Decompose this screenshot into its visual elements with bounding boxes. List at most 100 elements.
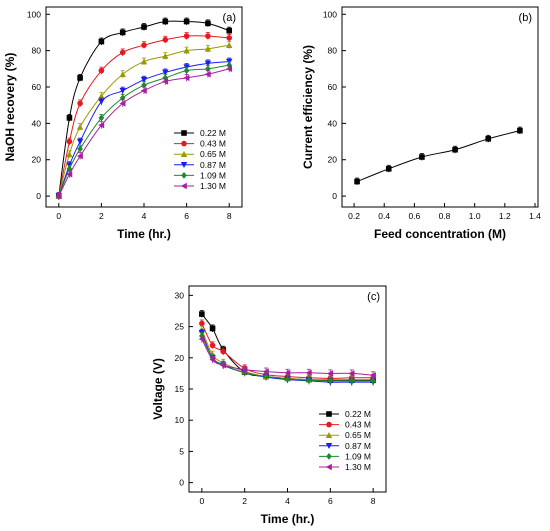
data-series <box>198 335 376 379</box>
data-point <box>77 145 83 153</box>
y-tick-label: 15 <box>175 384 185 394</box>
data-point <box>209 356 216 363</box>
data-point <box>199 320 205 327</box>
x-tick-label: 0.6 <box>408 211 420 221</box>
data-point <box>76 138 84 145</box>
data-point <box>199 311 205 317</box>
data-point <box>306 376 312 384</box>
x-tick-label: 2 <box>99 211 104 221</box>
x-tick-label: 0 <box>199 496 204 506</box>
legend-marker <box>181 140 187 147</box>
x-tick-label: 4 <box>285 496 290 506</box>
legend-entry: 1.09 M <box>200 170 226 180</box>
legend-entry: 0.87 M <box>345 441 371 451</box>
panel-label: (c) <box>367 291 380 303</box>
data-point <box>183 74 190 82</box>
data-point <box>204 60 212 67</box>
legend-entry: 0.65 M <box>200 149 226 159</box>
data-point <box>141 24 147 30</box>
legend-marker <box>180 182 187 190</box>
y-tick-label: 5 <box>179 446 184 456</box>
data-point <box>66 151 73 158</box>
y-tick-label: 60 <box>32 82 42 92</box>
y-tick-label: 40 <box>328 118 338 128</box>
data-point <box>66 115 73 121</box>
series-line <box>58 44 230 197</box>
data-point <box>162 18 169 25</box>
data-point <box>183 18 190 25</box>
data-point <box>183 33 190 39</box>
x-axis-title: Feed concentration (M) <box>374 227 506 241</box>
y-tick-label: 0 <box>36 191 41 201</box>
series-line <box>58 61 230 197</box>
data-point <box>162 52 169 59</box>
data-point <box>348 370 355 377</box>
y-tick-label: 100 <box>27 9 41 19</box>
y-axis-title: Current efficiency (%) <box>301 45 315 169</box>
y-tick-label: 40 <box>32 118 42 128</box>
y-axis-title: Voltage (V) <box>151 358 165 420</box>
data-point <box>76 123 84 130</box>
legend-marker <box>326 411 332 417</box>
data-point <box>98 121 105 129</box>
x-tick-label: 0 <box>56 211 61 221</box>
data-point <box>55 192 62 200</box>
data-point <box>205 65 211 73</box>
data-point <box>98 98 105 105</box>
data-point <box>220 362 227 369</box>
data-point <box>209 342 216 349</box>
data-point <box>119 71 126 78</box>
y-tick-label: 0 <box>179 478 184 488</box>
data-point <box>98 67 105 74</box>
data-point <box>77 100 83 107</box>
x-tick-label: 2 <box>242 496 247 506</box>
x-axis-title: Time (hr.) <box>117 227 171 241</box>
legend: 0.22 M0.43 M0.65 M0.87 M1.09 M1.30 M <box>174 128 226 191</box>
legend-marker <box>180 162 188 168</box>
data-point <box>220 348 227 355</box>
data-point <box>162 36 169 43</box>
data-point <box>140 76 148 83</box>
data-point <box>66 171 73 178</box>
data-point <box>485 136 492 142</box>
data-point <box>77 75 83 81</box>
x-tick-label: 1.4 <box>529 211 541 221</box>
data-point <box>209 325 216 332</box>
x-tick-label: 0.8 <box>439 211 451 221</box>
data-point <box>204 71 211 78</box>
series-line <box>201 335 374 382</box>
y-axis-title: NaOH recovery (%) <box>3 53 17 162</box>
legend-entry: 0.87 M <box>200 160 226 170</box>
y-tick-label: 0 <box>332 191 337 201</box>
x-tick-label: 1.2 <box>499 211 511 221</box>
series-line <box>201 338 374 376</box>
data-point <box>369 372 376 379</box>
data-point <box>162 78 169 85</box>
y-tick-label: 60 <box>328 82 338 92</box>
data-point <box>354 178 360 185</box>
data-point <box>226 35 233 41</box>
data-point <box>119 87 126 94</box>
x-tick-label: 4 <box>142 211 147 221</box>
legend-entry: 1.30 M <box>200 181 226 191</box>
legend-marker <box>181 130 187 136</box>
data-point <box>119 49 126 56</box>
data-series <box>55 17 233 200</box>
legend-entry: 0.22 M <box>345 409 371 419</box>
series-line <box>58 35 230 197</box>
data-series <box>354 126 523 186</box>
y-tick-label: 20 <box>175 353 185 363</box>
data-point <box>205 33 211 39</box>
y-tick-label: 80 <box>32 46 42 56</box>
x-tick-label: 8 <box>371 496 376 506</box>
legend-entry: 0.65 M <box>345 430 371 440</box>
data-point <box>452 146 458 153</box>
data-point <box>263 373 269 380</box>
data-point <box>204 45 212 52</box>
y-tick-label: 20 <box>32 155 42 165</box>
x-tick-label: 6 <box>184 211 189 221</box>
plot-frame <box>341 6 539 208</box>
x-tick-label: 6 <box>328 496 333 506</box>
data-point <box>370 377 376 385</box>
x-tick-label: 0.4 <box>378 211 390 221</box>
